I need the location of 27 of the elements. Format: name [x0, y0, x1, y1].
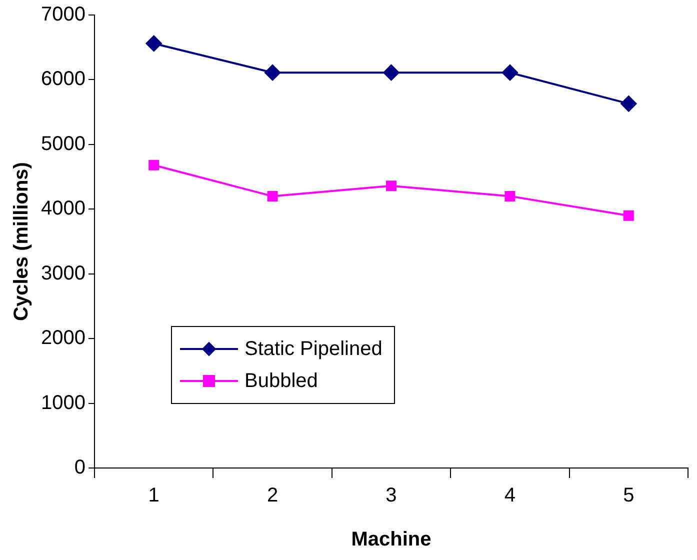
y-tick-label: 2000: [40, 327, 86, 350]
y-tick-label: 4000: [40, 198, 86, 220]
x-tick-label: 3: [386, 484, 397, 507]
y-tick-label: 1000: [40, 392, 86, 414]
legend-label: Bubbled: [244, 370, 318, 392]
x-tick-label: 4: [504, 484, 516, 507]
point: [383, 64, 400, 81]
point: [623, 210, 634, 221]
point: [267, 190, 278, 202]
y-tick-label: 3000: [40, 262, 86, 284]
point: [504, 190, 516, 202]
y-tick-label: 6000: [40, 68, 86, 90]
y-axis-title: Cycles (millions): [10, 162, 33, 321]
x-tick-label: 5: [623, 484, 634, 507]
y-tick-label: 7000: [40, 4, 86, 26]
point: [620, 96, 637, 112]
point: [386, 180, 396, 192]
point: [264, 64, 281, 81]
point: [146, 35, 162, 52]
x-tick-label: 1: [148, 484, 160, 507]
x-tick-label: 2: [266, 484, 278, 507]
y-tick-label: 5000: [40, 132, 86, 155]
point: [148, 160, 160, 170]
legend-label: Static Pipelined: [244, 338, 382, 360]
point: [502, 64, 518, 81]
y-tick-label: 0: [74, 456, 86, 479]
x-axis-title: Machine: [351, 528, 432, 551]
